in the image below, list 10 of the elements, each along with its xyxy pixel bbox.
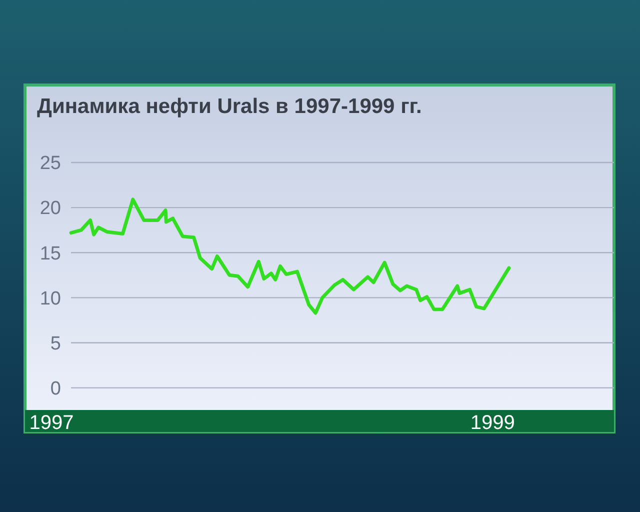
y-tick-label: 25: [40, 153, 61, 174]
y-tick-label: 10: [40, 288, 61, 310]
line-series: [69, 198, 511, 315]
x-tick-label: 1997: [29, 412, 74, 434]
x-tick-label: 1999: [470, 412, 515, 434]
y-tick-label: 20: [40, 198, 61, 220]
y-tick-label: 5: [50, 333, 61, 354]
text: Динамика нефти Urals в 1997-1999 гг.: [37, 95, 422, 118]
y-tick-label: 0: [50, 378, 61, 400]
y-tick-label: 15: [40, 243, 61, 264]
